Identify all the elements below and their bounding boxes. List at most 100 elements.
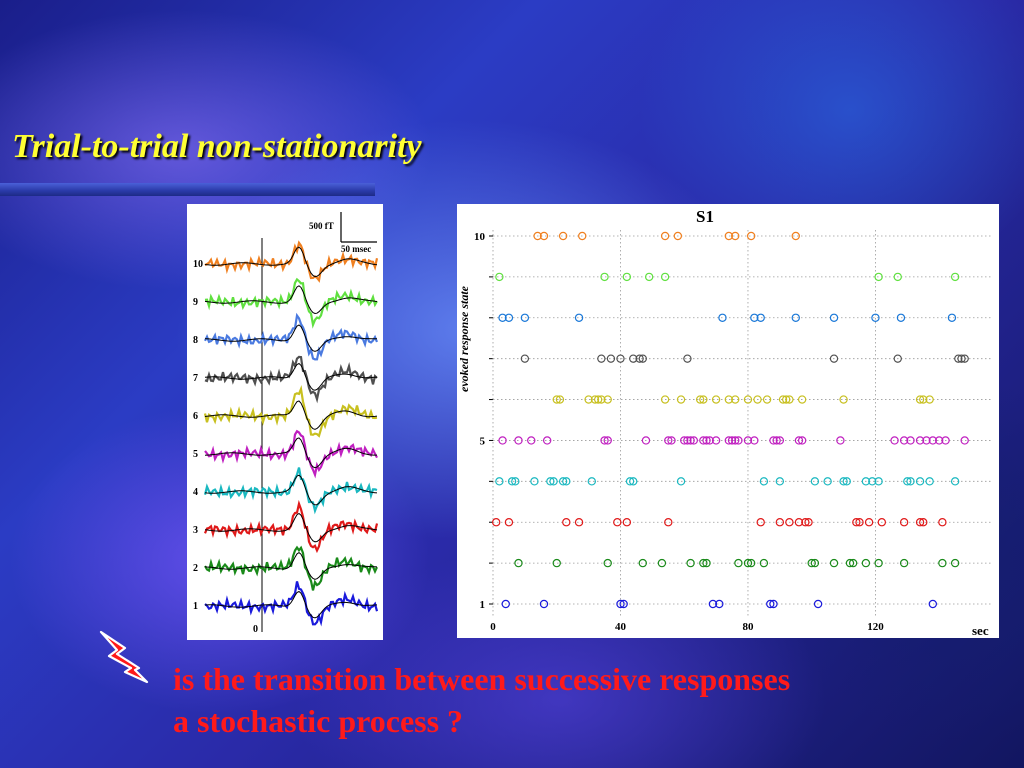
data-point [718, 313, 727, 322]
trial-label: 3 [193, 525, 198, 536]
trial-trace [204, 277, 378, 329]
data-point [600, 436, 609, 445]
data-point [801, 518, 810, 527]
data-point [922, 436, 931, 445]
data-point [864, 518, 874, 527]
data-point [829, 354, 839, 363]
trial-trace [203, 499, 379, 554]
data-point [804, 518, 813, 527]
data-point [775, 518, 785, 527]
data-point [756, 518, 765, 527]
trial-label: 8 [193, 335, 198, 346]
data-point [823, 477, 832, 486]
average-trace [204, 590, 378, 619]
data-point [727, 436, 737, 445]
data-point [759, 558, 769, 568]
data-point [616, 599, 625, 609]
average-trace [204, 362, 378, 391]
data-point [673, 231, 683, 241]
data-point [635, 354, 644, 363]
data-point [938, 518, 947, 527]
data-point [766, 599, 775, 609]
data-point [702, 558, 711, 568]
data-point [619, 599, 628, 609]
data-point [855, 518, 864, 527]
data-point [689, 436, 698, 445]
data-point [574, 313, 584, 322]
data-point [495, 477, 504, 486]
y-axis-label: evoked response state [457, 285, 471, 392]
question-line-1: is the transition between successive res… [173, 661, 791, 697]
data-point [734, 558, 743, 568]
data-point [807, 558, 816, 568]
data-point [775, 436, 785, 445]
data-point [829, 313, 839, 322]
data-point [542, 436, 552, 445]
average-trace [205, 324, 378, 352]
scale-bar: 500 fT 50 msec [309, 212, 377, 254]
data-point [584, 395, 593, 404]
data-point [680, 436, 689, 445]
data-point [699, 436, 708, 445]
data-point [724, 395, 734, 404]
zero-time-label: 0 [253, 624, 258, 635]
data-point [794, 436, 804, 445]
data-point [660, 272, 670, 282]
trial-label: 1 [193, 601, 198, 612]
data-point [504, 518, 514, 527]
x-tick-label: 0 [490, 621, 496, 633]
data-point [836, 436, 845, 445]
data-point [664, 518, 673, 527]
data-point [660, 231, 670, 241]
data-point [606, 354, 616, 363]
slide-title: Trial-to-trial non-stationarity [12, 128, 422, 165]
trial-label: 7 [193, 373, 198, 384]
data-point [893, 354, 902, 363]
data-point [753, 395, 762, 404]
data-point [686, 558, 695, 568]
data-point [641, 436, 651, 445]
data-point [782, 395, 791, 404]
data-point [711, 395, 721, 404]
data-point [734, 436, 743, 445]
data-point [574, 518, 584, 527]
data-point [539, 231, 549, 241]
data-point [622, 518, 632, 527]
data-point [520, 313, 530, 322]
data-point [915, 477, 925, 486]
trial-trace [204, 545, 378, 591]
trial-label: 2 [193, 563, 198, 574]
data-point [839, 395, 848, 404]
data-point [950, 272, 960, 282]
data-point [899, 518, 909, 527]
data-point [874, 272, 883, 282]
data-point [699, 558, 708, 568]
data-point [950, 558, 960, 568]
data-point [756, 313, 765, 322]
data-point [899, 436, 909, 445]
data-point [498, 436, 507, 445]
data-point [676, 395, 686, 404]
data-point [778, 395, 788, 404]
data-point [708, 599, 718, 609]
data-point [552, 558, 561, 568]
data-point [861, 477, 871, 486]
data-point [507, 477, 517, 486]
data-point [593, 395, 603, 404]
data-point [552, 395, 561, 404]
data-point [960, 436, 969, 445]
average-trace [204, 246, 378, 278]
data-point [558, 231, 568, 241]
average-trace [204, 512, 378, 543]
average-trace [204, 285, 378, 315]
data-point [644, 272, 654, 282]
data-point [501, 599, 510, 609]
data-point [514, 436, 523, 445]
data-point [699, 395, 708, 404]
trial-trace [204, 240, 379, 283]
trial-trace [204, 581, 379, 627]
scale-time-label: 50 msec [341, 244, 371, 254]
data-point [511, 477, 520, 486]
title-underline-bar [0, 183, 375, 196]
data-point [555, 395, 565, 404]
